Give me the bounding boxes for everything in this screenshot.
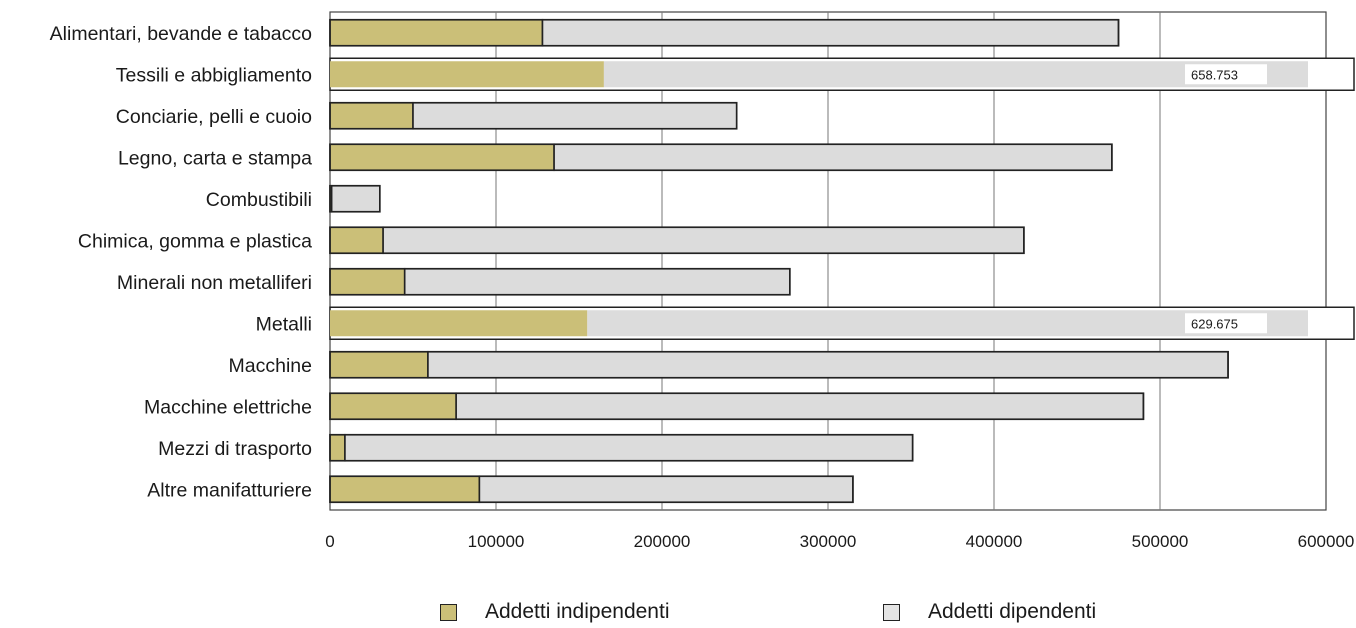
bar-dipendenti	[403, 267, 791, 296]
bar-outline	[329, 18, 1120, 47]
bar-indipendenti	[329, 433, 346, 462]
category-label: Metalli	[256, 313, 312, 335]
bar-outline	[329, 475, 854, 504]
x-tick-label: 600000	[1298, 532, 1355, 551]
x-tick-label: 400000	[966, 532, 1023, 551]
bar-dipendenti	[344, 433, 914, 462]
legend-swatch-dipendenti	[883, 603, 900, 621]
legend-label-indipendenti: Addetti indipendenti	[485, 600, 670, 623]
bar-outline	[329, 433, 914, 462]
x-tick-label: 500000	[1132, 532, 1189, 551]
category-label: Legno, carta e stampa	[118, 147, 312, 169]
bar-dipendenti	[427, 350, 1229, 379]
data-label: 658.753	[1191, 67, 1238, 82]
x-tick-label: 100000	[468, 532, 525, 551]
bar-indipendenti	[329, 101, 414, 130]
bar-indipendenti	[329, 143, 555, 172]
bar-indipendenti	[329, 392, 457, 421]
data-label-box	[1185, 313, 1267, 334]
bar-indipendenti	[330, 61, 604, 88]
bar-dipendenti	[382, 226, 1025, 255]
data-label: 629.675	[1191, 316, 1238, 331]
category-label: Chimica, gomma e plastica	[78, 230, 312, 252]
legend-item-indipendenti: Addetti indipendenti	[440, 600, 669, 624]
category-label: Macchine elettriche	[144, 396, 312, 418]
bar-outline	[329, 226, 1025, 255]
bar-dipendenti	[455, 392, 1145, 421]
bar-outline	[329, 184, 381, 213]
bar-outline	[329, 350, 1229, 379]
legend: Addetti indipendenti Addetti dipendenti	[0, 600, 1356, 628]
bar-indipendenti	[329, 350, 429, 379]
category-label: Conciarie, pelli e cuoio	[116, 106, 312, 128]
x-tick-label: 200000	[634, 532, 691, 551]
x-tick-label: 0	[325, 532, 334, 551]
category-label: Altre manifatturiere	[147, 479, 312, 501]
bar-outline	[329, 267, 791, 296]
category-label: Tessili e abbigliamento	[116, 64, 312, 86]
category-label: Minerali non metalliferi	[117, 272, 312, 294]
bar-indipendenti	[329, 267, 406, 296]
bar-dipendenti	[553, 143, 1113, 172]
bar-indipendenti	[330, 310, 588, 337]
x-tick-label: 300000	[800, 532, 857, 551]
bar-outline	[329, 101, 738, 130]
chart-canvas: 0 100000 200000 300000 400000 500000 600000 Ali…	[50, 11, 1355, 551]
legend-label-dipendenti: Addetti dipendenti	[928, 600, 1097, 623]
category-label: Combustibili	[206, 189, 312, 211]
bar-indipendenti	[329, 18, 544, 47]
data-label-box	[1185, 64, 1267, 85]
category-label: Alimentari, bevande e tabacco	[50, 23, 312, 45]
bar-indipendenti	[329, 475, 481, 504]
bar-outline	[329, 392, 1145, 421]
bar-dipendenti	[412, 101, 738, 130]
legend-swatch-indipendenti	[440, 603, 457, 621]
bar-outline	[329, 143, 1113, 172]
category-label: Mezzi di trasporto	[158, 438, 312, 460]
bar-indipendenti	[329, 226, 384, 255]
bar-dipendenti	[330, 184, 381, 213]
bar-dipendenti	[478, 475, 854, 504]
category-label: Macchine	[229, 355, 312, 377]
legend-item-dipendenti: Addetti dipendenti	[883, 600, 1096, 624]
bar-dipendenti	[541, 18, 1120, 47]
